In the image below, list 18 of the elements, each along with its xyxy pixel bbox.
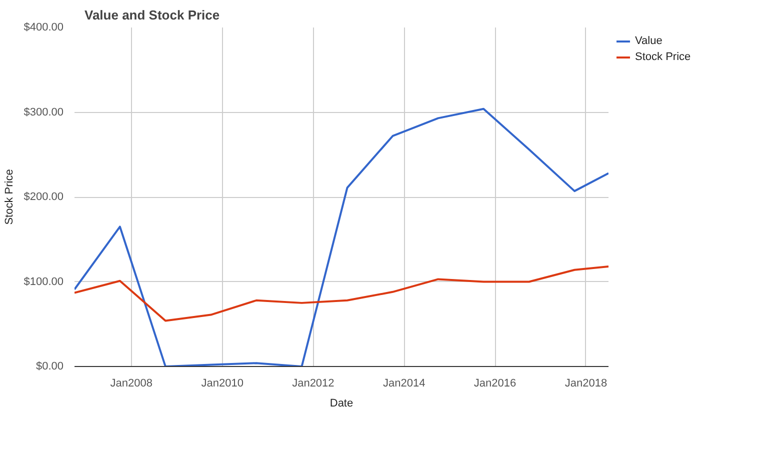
y-axis-title: Stock Price xyxy=(4,169,16,225)
line-series xyxy=(74,265,608,322)
y-tick-label: $100.00 xyxy=(24,276,64,288)
x-axis-title: Date xyxy=(330,398,354,410)
x-tick-label: Jan2014 xyxy=(383,378,426,390)
line-series xyxy=(74,108,608,366)
x-tick-label: Jan2018 xyxy=(564,378,608,390)
x-tick-label: Jan2010 xyxy=(201,378,244,390)
y-tick-label: $200.00 xyxy=(24,191,64,203)
legend-label: Value xyxy=(635,35,662,47)
y-tick-label: $0.00 xyxy=(36,360,64,372)
x-tick-label: Jan2012 xyxy=(292,378,334,390)
chart-title: Value and Stock Price xyxy=(84,8,220,22)
x-tick-label: Jan2016 xyxy=(474,378,516,390)
y-tick-label: $300.00 xyxy=(24,106,64,118)
y-tick-label: $400.00 xyxy=(24,22,64,34)
x-tick-label: Jan2008 xyxy=(110,378,152,390)
legend-label: Stock Price xyxy=(635,51,691,63)
